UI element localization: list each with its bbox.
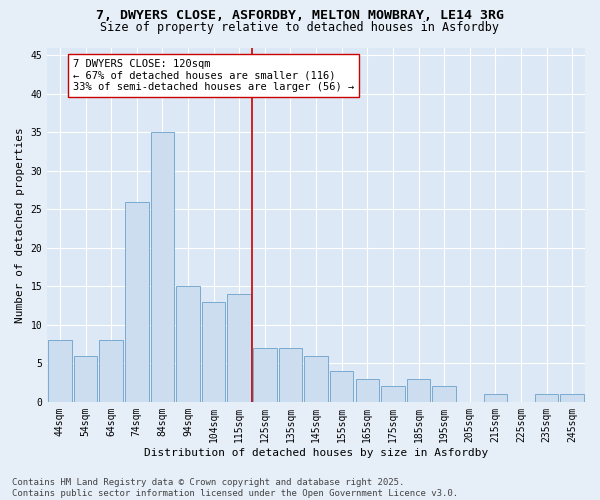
Bar bbox=[100, 340, 123, 402]
Bar bbox=[74, 356, 97, 402]
Text: Size of property relative to detached houses in Asfordby: Size of property relative to detached ho… bbox=[101, 21, 499, 34]
Bar bbox=[381, 386, 404, 402]
Bar bbox=[433, 386, 456, 402]
Bar bbox=[253, 348, 277, 402]
Bar bbox=[560, 394, 584, 402]
Text: 7 DWYERS CLOSE: 120sqm
← 67% of detached houses are smaller (116)
33% of semi-de: 7 DWYERS CLOSE: 120sqm ← 67% of detached… bbox=[73, 59, 354, 92]
Y-axis label: Number of detached properties: Number of detached properties bbox=[15, 127, 25, 322]
Bar bbox=[202, 302, 226, 402]
Bar bbox=[176, 286, 200, 402]
Bar bbox=[356, 378, 379, 402]
Bar bbox=[151, 132, 174, 402]
Bar bbox=[535, 394, 559, 402]
Text: 7, DWYERS CLOSE, ASFORDBY, MELTON MOWBRAY, LE14 3RG: 7, DWYERS CLOSE, ASFORDBY, MELTON MOWBRA… bbox=[96, 9, 504, 22]
Bar bbox=[278, 348, 302, 402]
Bar bbox=[484, 394, 507, 402]
Text: Contains HM Land Registry data © Crown copyright and database right 2025.
Contai: Contains HM Land Registry data © Crown c… bbox=[12, 478, 458, 498]
Bar bbox=[227, 294, 251, 402]
X-axis label: Distribution of detached houses by size in Asfordby: Distribution of detached houses by size … bbox=[144, 448, 488, 458]
Bar bbox=[407, 378, 430, 402]
Bar bbox=[330, 371, 353, 402]
Bar bbox=[48, 340, 72, 402]
Bar bbox=[125, 202, 149, 402]
Bar bbox=[304, 356, 328, 402]
